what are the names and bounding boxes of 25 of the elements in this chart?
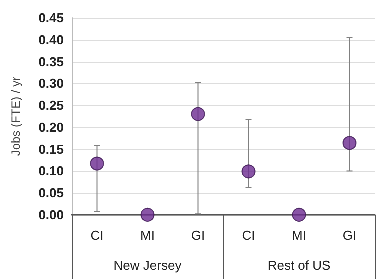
- y-tick-label: 0.45: [38, 10, 64, 26]
- text: New Jersey: [114, 258, 182, 273]
- point: [140, 208, 155, 222]
- x-tick-label: CI: [90, 228, 104, 243]
- x-tick-label: GI: [342, 228, 357, 243]
- y-tick-label: 0.00: [38, 208, 64, 222]
- y-tick-label: 0.20: [38, 120, 64, 135]
- y-tick-label: 0.40: [38, 32, 64, 48]
- y-tick-label: 0.30: [38, 76, 64, 92]
- point: [242, 164, 256, 179]
- point: [191, 107, 206, 122]
- point: [90, 156, 104, 171]
- x-tick-label: MI: [292, 228, 306, 243]
- x-tick-label: GI: [191, 228, 206, 243]
- y-tick-label: 0.35: [38, 54, 64, 70]
- point: [292, 208, 306, 222]
- y-axis-title: Jobs (FTE) / yr: [9, 76, 23, 156]
- y-tick-label: 0.25: [38, 98, 64, 114]
- x-tick-label: CI: [242, 228, 256, 243]
- y-tick-label: 0.10: [38, 164, 64, 179]
- y-tick-label: 0.05: [38, 186, 64, 201]
- x-tick-label: MI: [140, 228, 155, 243]
- y-tick-label: 0.15: [38, 142, 64, 157]
- point: [342, 136, 357, 150]
- text: Rest of US: [268, 258, 332, 273]
